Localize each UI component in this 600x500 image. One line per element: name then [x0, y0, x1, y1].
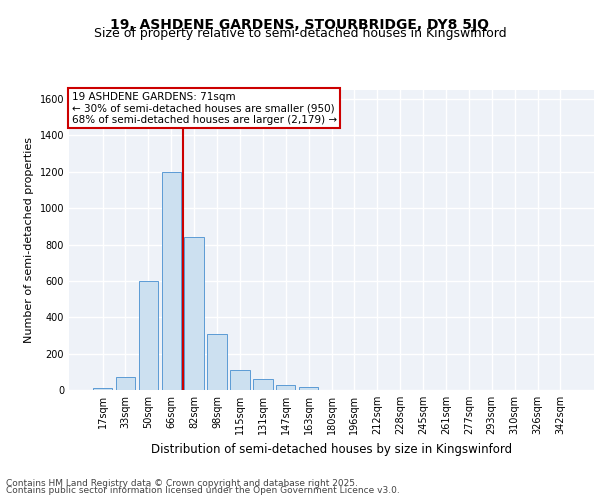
- Text: 19, ASHDENE GARDENS, STOURBRIDGE, DY8 5JQ: 19, ASHDENE GARDENS, STOURBRIDGE, DY8 5J…: [110, 18, 490, 32]
- Bar: [276, 386, 295, 390]
- Bar: [93, 388, 112, 390]
- X-axis label: Distribution of semi-detached houses by size in Kingswinford: Distribution of semi-detached houses by …: [151, 442, 512, 456]
- Text: Contains public sector information licensed under the Open Government Licence v3: Contains public sector information licen…: [6, 486, 400, 495]
- Text: Size of property relative to semi-detached houses in Kingswinford: Size of property relative to semi-detach…: [94, 28, 506, 40]
- Bar: [299, 388, 319, 390]
- Bar: [253, 379, 272, 390]
- Bar: [208, 334, 227, 390]
- Bar: [116, 378, 135, 390]
- Text: Contains HM Land Registry data © Crown copyright and database right 2025.: Contains HM Land Registry data © Crown c…: [6, 478, 358, 488]
- Bar: [139, 281, 158, 390]
- Text: 19 ASHDENE GARDENS: 71sqm
← 30% of semi-detached houses are smaller (950)
68% of: 19 ASHDENE GARDENS: 71sqm ← 30% of semi-…: [71, 92, 337, 124]
- Bar: [230, 370, 250, 390]
- Y-axis label: Number of semi-detached properties: Number of semi-detached properties: [24, 137, 34, 343]
- Bar: [184, 238, 204, 390]
- Bar: [161, 172, 181, 390]
